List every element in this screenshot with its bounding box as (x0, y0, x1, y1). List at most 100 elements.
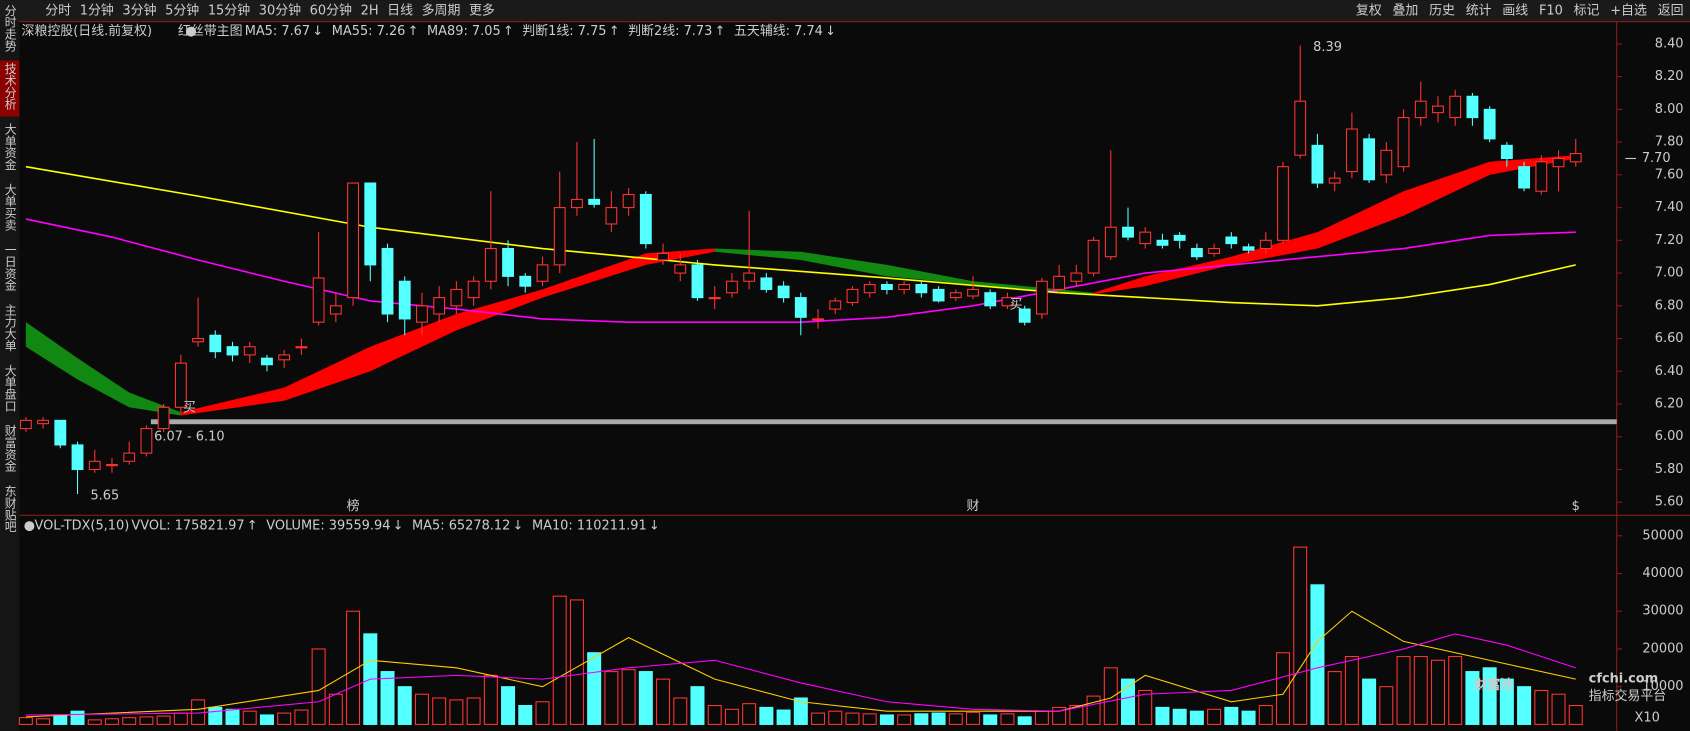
watermark: cfchi.com (1589, 672, 1658, 687)
panel-icon: ● (185, 24, 196, 39)
sidebar-tab[interactable]: 大单买卖 (3, 183, 17, 232)
legend-item: MA5: 7.67 (245, 24, 310, 39)
event-icon[interactable]: 榜 (347, 498, 360, 514)
event-icon[interactable]: 财 (967, 499, 980, 514)
volume-bar (707, 705, 722, 725)
sidebar-tab[interactable]: 主力大单 (3, 303, 17, 352)
volume-bar (346, 610, 361, 725)
legend-item: ↓ (393, 519, 404, 534)
volume-bar (1155, 706, 1170, 725)
candle-body (846, 288, 859, 304)
volume-bar (811, 712, 826, 725)
candle-body (467, 280, 480, 299)
buy-marker: 买 (183, 400, 196, 415)
y-tick-label: 8.00 (1655, 102, 1684, 117)
toolbar-button[interactable]: 画线 (1502, 3, 1528, 18)
sidebar-tab[interactable]: 技术分析 (3, 63, 17, 111)
candle-body (364, 182, 377, 266)
volume-bar (139, 716, 154, 725)
candle-body (1552, 157, 1565, 168)
candle-body (794, 297, 807, 318)
candle-body (571, 198, 583, 209)
ribbon (180, 248, 715, 416)
volume-bar (311, 648, 326, 725)
volume-bar (587, 652, 602, 725)
volume-bar (397, 686, 412, 725)
toolbar-button[interactable]: +自选 (1610, 3, 1647, 18)
volume-ma-line (25, 633, 1576, 716)
volume-bar (656, 678, 671, 725)
band-label: 6.07 - 6.10 (154, 430, 224, 445)
toolbar-button[interactable]: 统计 (1466, 3, 1492, 18)
toolbar-tab[interactable]: 15分钟 (208, 2, 250, 18)
sidebar-active (0, 60, 20, 117)
volume-bar (1069, 705, 1084, 725)
toolbar-button[interactable]: 历史 (1429, 3, 1455, 18)
volume-bar (1362, 678, 1377, 725)
volume-bar (983, 714, 998, 725)
toolbar-tab[interactable]: 30分钟 (259, 2, 301, 18)
support-band (150, 419, 1617, 425)
volume-bar (1465, 671, 1480, 725)
candle-body (1087, 239, 1100, 274)
sidebar-tab[interactable]: 财富资金 (3, 424, 17, 472)
toolbar-button[interactable]: 复权 (1356, 2, 1382, 18)
toolbar-tab[interactable]: 日线 (387, 3, 413, 18)
sidebar-tab[interactable]: 大单资金 (3, 122, 17, 170)
sidebar-tab[interactable]: 大单盘口 (3, 364, 17, 412)
y-tick-label: 6.60 (1655, 331, 1684, 346)
candle-body (226, 346, 239, 356)
candle-body (312, 277, 325, 323)
event-icon[interactable]: $ (1572, 499, 1580, 514)
legend-item: 判断2线: 7.73 (628, 24, 712, 39)
toolbar-tab[interactable]: 3分钟 (122, 2, 156, 18)
sidebar-tab[interactable]: 一日资金 (3, 244, 17, 291)
y-tick-label: 50000 (1642, 528, 1683, 543)
volume-bar (277, 712, 292, 725)
y-tick-label: 8.20 (1655, 69, 1684, 84)
candle-body (347, 182, 359, 299)
sidebar-tab[interactable]: 东财贴吧 (3, 485, 17, 532)
candle-body (19, 419, 32, 430)
watermark: 财富池 (1474, 677, 1513, 693)
legend-item: VOL-TDX(5,10) (34, 519, 129, 534)
toolbar-tab[interactable]: 分时 (45, 3, 71, 18)
toolbar-tab[interactable]: 5分钟 (165, 2, 199, 18)
volume-bar (776, 709, 791, 725)
toolbar-button[interactable]: 返回 (1658, 3, 1684, 18)
candle-body (1345, 128, 1358, 173)
toolbar-tab[interactable]: 多周期 (422, 3, 461, 18)
volume-bar (1344, 655, 1359, 725)
volume-bar (225, 708, 240, 725)
legend-item: VOLUME: 39559.94 (266, 519, 390, 534)
y-tick-label: 5.80 (1655, 462, 1684, 477)
toolbar-tab[interactable]: 更多 (469, 3, 495, 18)
toolbar-button[interactable]: 标记 (1574, 3, 1600, 18)
toolbar-tab[interactable]: 1分钟 (80, 2, 114, 18)
volume-bar (449, 699, 464, 725)
y-tick-label: 7.80 (1655, 135, 1684, 150)
legend-item: MA55: 7.26 (332, 24, 406, 39)
candle-body (1569, 153, 1582, 163)
candle-body (657, 252, 669, 261)
toolbar-button[interactable]: F10 (1539, 3, 1563, 18)
candle-body (1208, 247, 1221, 254)
legend-item: VVOL: 175821.97 (131, 519, 244, 534)
y-tick-label: 30000 (1642, 604, 1683, 619)
toolbar-button[interactable]: 叠加 (1392, 3, 1418, 18)
sidebar-tab[interactable]: 分时走势 (3, 4, 17, 51)
toolbar-tab[interactable]: 2H (361, 3, 379, 18)
toolbar-tab[interactable]: 60分钟 (310, 2, 352, 18)
candle-body (1311, 144, 1324, 184)
volume-bar (1448, 655, 1463, 725)
y-tick-label: 6.00 (1655, 429, 1684, 444)
volume-bar (1499, 678, 1514, 725)
candle-body (37, 419, 50, 425)
candle-body (622, 193, 635, 209)
volume-bar (242, 710, 257, 725)
volume-bar (70, 710, 85, 725)
toolbar (0, 0, 1690, 22)
y-tick-label: 5.60 (1655, 495, 1684, 510)
candle-body (484, 247, 497, 282)
